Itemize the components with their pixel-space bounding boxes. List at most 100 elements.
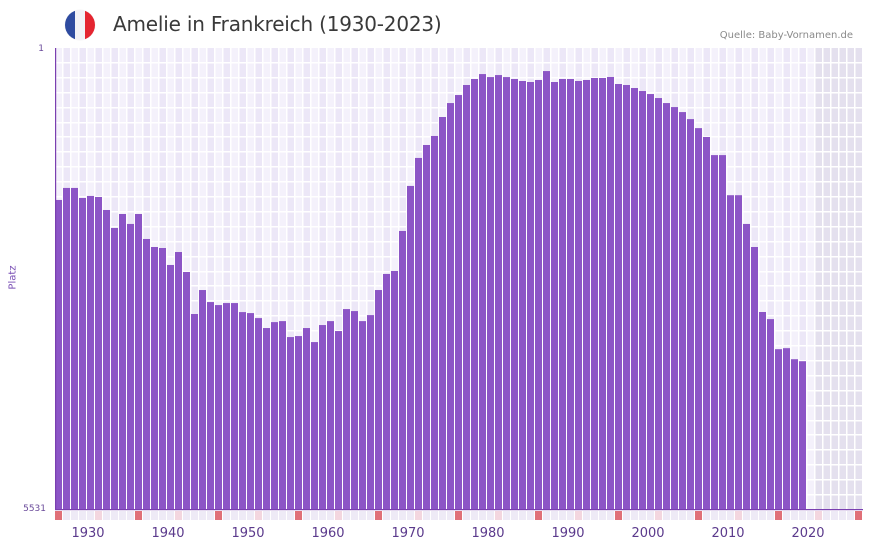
grid-column bbox=[367, 48, 375, 510]
grid-column bbox=[327, 48, 335, 510]
grid-column bbox=[335, 48, 343, 510]
year-tick-marker bbox=[55, 511, 62, 520]
bar bbox=[183, 271, 190, 510]
year-tick-marker bbox=[503, 511, 510, 520]
grid-column bbox=[791, 48, 799, 510]
bar bbox=[191, 314, 198, 510]
bar bbox=[599, 77, 606, 510]
source-link[interactable]: Quelle: Baby-Vornamen.de bbox=[719, 30, 853, 41]
year-tick-marker bbox=[655, 511, 662, 520]
bar bbox=[287, 337, 294, 510]
bar bbox=[447, 103, 454, 510]
bar bbox=[415, 157, 422, 510]
bar bbox=[399, 230, 406, 510]
grid-line bbox=[214, 48, 216, 510]
bar bbox=[527, 82, 534, 510]
grid-line bbox=[310, 48, 312, 510]
year-tick-marker bbox=[791, 511, 798, 520]
grid-line bbox=[406, 48, 408, 510]
year-tick-marker bbox=[735, 511, 742, 520]
grid-line bbox=[414, 48, 416, 510]
year-tick-marker bbox=[783, 511, 790, 520]
grid-column bbox=[375, 48, 383, 510]
bar-chart bbox=[55, 48, 863, 520]
bar bbox=[503, 77, 510, 510]
bar bbox=[351, 311, 358, 510]
year-tick-marker bbox=[63, 511, 70, 520]
grid-line bbox=[646, 48, 648, 510]
grid-line bbox=[398, 48, 400, 510]
grid-column bbox=[199, 48, 207, 510]
grid-line bbox=[766, 48, 768, 510]
year-tick-marker bbox=[431, 511, 438, 520]
year-tick-marker bbox=[207, 511, 214, 520]
year-tick-marker bbox=[687, 511, 694, 520]
year-tick-marker bbox=[615, 511, 622, 520]
bar bbox=[671, 107, 678, 510]
grid-column bbox=[775, 48, 783, 510]
grid-column bbox=[295, 48, 303, 510]
year-tick-marker bbox=[799, 511, 806, 520]
year-tick-marker bbox=[151, 511, 158, 520]
grid-line bbox=[790, 48, 792, 510]
year-tick-marker bbox=[271, 511, 278, 520]
bar bbox=[55, 199, 62, 510]
x-axis-labels: 1930 1940 1950 1960 1970 1980 1990 2000 2010 2020 bbox=[55, 526, 863, 546]
grid-line bbox=[550, 48, 552, 510]
year-tick-marker bbox=[671, 511, 678, 520]
year-tick-marker bbox=[167, 511, 174, 520]
bar bbox=[511, 78, 518, 510]
year-tick-marker bbox=[343, 511, 350, 520]
year-tick-marker bbox=[831, 511, 838, 520]
x-tick-label: 1960 bbox=[311, 526, 345, 541]
bar bbox=[719, 155, 726, 510]
grid-line bbox=[166, 48, 168, 510]
grid-column bbox=[807, 48, 815, 510]
grid-column bbox=[767, 48, 775, 510]
year-tick-marker bbox=[383, 511, 390, 520]
grid-line bbox=[382, 48, 384, 510]
x-tick-label: 2020 bbox=[791, 526, 825, 541]
bar bbox=[367, 315, 374, 510]
year-tick-marker bbox=[535, 511, 542, 520]
grid-line bbox=[662, 48, 664, 510]
year-tick-marker bbox=[415, 511, 422, 520]
bar bbox=[775, 349, 782, 510]
year-tick-marker bbox=[319, 511, 326, 520]
grid-line bbox=[494, 48, 496, 510]
bar bbox=[791, 359, 798, 510]
grid-column bbox=[815, 48, 823, 510]
grid-column bbox=[847, 48, 855, 510]
grid-line bbox=[638, 48, 640, 510]
year-tick-marker bbox=[263, 511, 270, 520]
bar bbox=[455, 95, 462, 510]
grid-line bbox=[822, 48, 824, 510]
year-tick-marker bbox=[327, 511, 334, 520]
grid-line bbox=[694, 48, 696, 510]
bar bbox=[543, 71, 550, 510]
year-tick-marker bbox=[223, 511, 230, 520]
x-tick-label: 1940 bbox=[151, 526, 185, 541]
bar bbox=[607, 76, 614, 511]
year-tick-marker bbox=[375, 511, 382, 520]
year-tick-marker bbox=[303, 511, 310, 520]
y-axis-bottom-label: 5531 bbox=[23, 504, 46, 514]
year-tick-marker bbox=[695, 511, 702, 520]
bar bbox=[463, 85, 470, 510]
grid-line bbox=[782, 48, 784, 510]
bar bbox=[311, 342, 318, 510]
grid-line bbox=[70, 48, 72, 510]
grid-line bbox=[118, 48, 120, 510]
bar bbox=[135, 214, 142, 510]
grid-column bbox=[311, 48, 319, 510]
bar bbox=[327, 321, 334, 510]
grid-column bbox=[255, 48, 263, 510]
bar bbox=[703, 136, 710, 511]
year-tick-marker bbox=[463, 511, 470, 520]
grid-line bbox=[422, 48, 424, 510]
bar bbox=[711, 155, 718, 510]
france-flag-icon bbox=[65, 10, 95, 40]
year-tick-marker bbox=[335, 511, 342, 520]
grid-line bbox=[718, 48, 720, 510]
grid-line bbox=[350, 48, 352, 510]
